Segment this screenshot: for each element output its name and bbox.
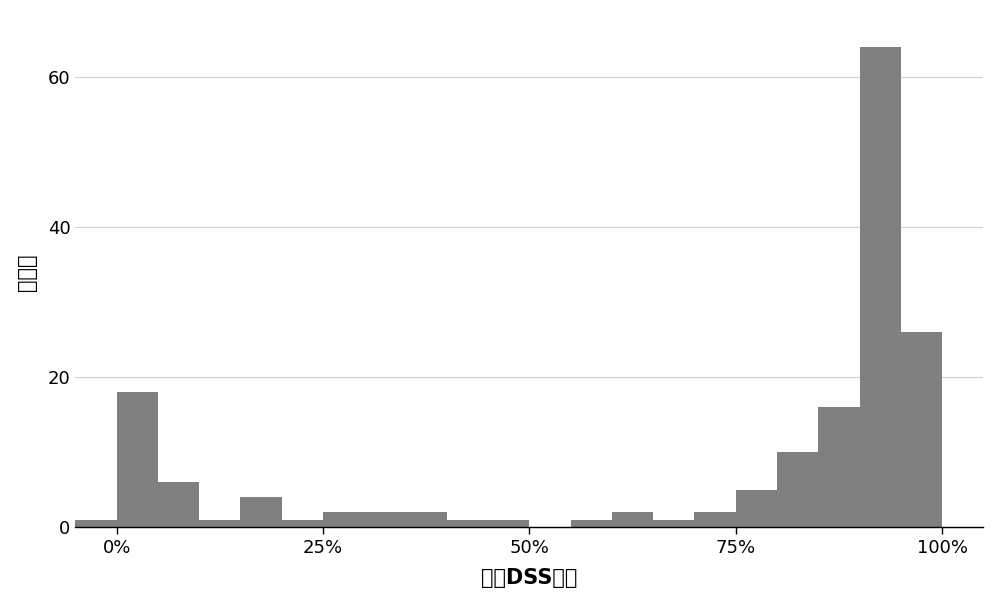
Bar [240,497,282,528]
Bar [323,512,364,528]
Bar [736,490,777,528]
Bar [158,482,199,528]
Bar [75,520,117,528]
Bar [282,520,323,528]
Bar [199,520,240,528]
Y-axis label: 物种数: 物种数 [17,253,37,291]
Bar [777,453,818,528]
Bar [406,512,447,528]
Bar [694,512,736,528]
Bar [901,332,942,528]
Bar [447,520,488,528]
X-axis label: 可靠DSS比例: 可靠DSS比例 [481,568,578,588]
Bar [117,392,158,528]
Bar [818,407,860,528]
Bar [612,512,653,528]
Bar [653,520,694,528]
Bar [860,47,901,528]
Bar [364,512,406,528]
Bar [488,520,529,528]
Bar [571,520,612,528]
